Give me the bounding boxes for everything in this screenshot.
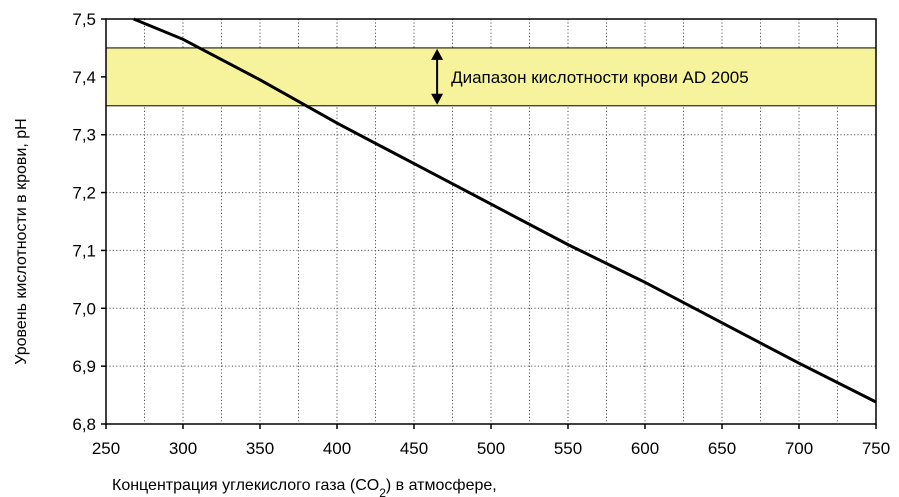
y-tick-label: 6,8: [72, 415, 96, 434]
band-range-arrow: [431, 48, 444, 105]
y-tick-label: 7,3: [72, 126, 96, 145]
x-axis-label: Концентрация углекислого газа (CO2) в ат…: [112, 477, 497, 497]
arrow-head-down-icon: [431, 93, 444, 105]
x-tick-label: 400: [323, 439, 351, 458]
arrow-head-up-icon: [431, 48, 444, 60]
y-tick-label: 7,1: [72, 241, 96, 260]
acidity-range-band: [105, 47, 877, 107]
x-tick-label: 450: [400, 439, 428, 458]
ph-series-line: [133, 17, 877, 404]
axis-ticks: [101, 18, 877, 429]
y-tick-label: 6,9: [72, 357, 96, 376]
grid: [106, 19, 876, 424]
band-label: Диапазон кислотности крови AD 2005: [451, 68, 749, 87]
y-tick-label: 7,0: [72, 299, 96, 318]
x-tick-label: 550: [554, 439, 582, 458]
y-axis-label: Уровень кислотности в крови, pH: [13, 118, 30, 364]
x-tick-label: 350: [246, 439, 274, 458]
y-tick-label: 7,4: [72, 68, 96, 87]
x-tick-label: 250: [92, 439, 120, 458]
y-tick-label: 7,2: [72, 184, 96, 203]
x-tick-label: 600: [631, 439, 659, 458]
x-tick-label: 750: [862, 439, 890, 458]
x-tick-label: 650: [708, 439, 736, 458]
x-tick-label: 300: [169, 439, 197, 458]
y-tick-label: 7,5: [72, 10, 96, 29]
x-tick-label: 500: [477, 439, 505, 458]
x-tick-label: 700: [785, 439, 813, 458]
